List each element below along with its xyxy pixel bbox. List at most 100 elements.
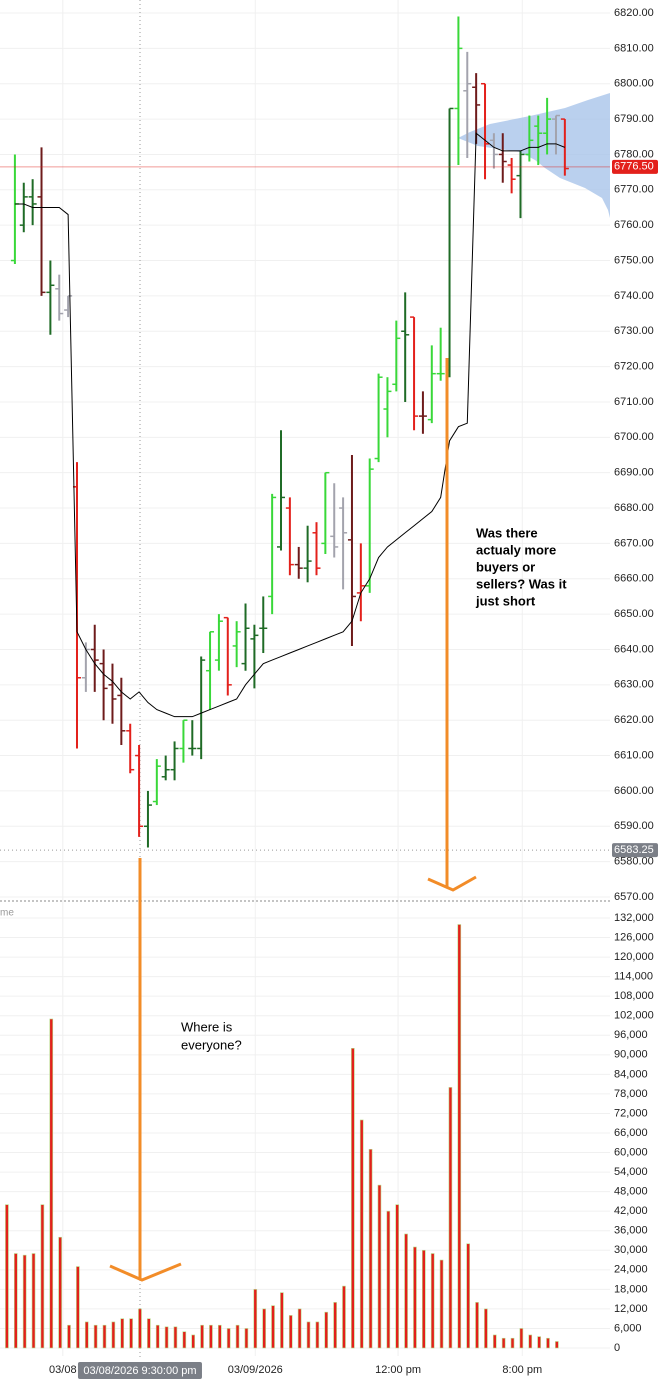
x-tick-label: 03/09/2026 [228,1364,283,1376]
volume-bar [40,1204,45,1349]
y-tick-label: 60,000 [614,1146,648,1158]
annotation: just short [475,593,536,608]
y-tick-label: 6820.00 [614,7,654,19]
annotation: actualy more [476,542,556,557]
volume-bar [200,1324,204,1349]
volume-bar [182,1331,187,1349]
volume-bar [218,1324,222,1349]
y-tick-label: 6580.00 [614,856,654,868]
volume-bar [546,1337,550,1349]
volume-bar [147,1318,151,1349]
volume-bar [439,1259,444,1349]
y-tick-label: 18,000 [614,1283,648,1295]
plot-layer [0,16,610,1349]
y-tick-label: 6720.00 [614,361,654,373]
volume-bar [404,1233,408,1349]
annotation: buyers or [476,559,535,574]
volume-bar [120,1318,125,1349]
volume-bar [191,1334,195,1349]
y-tick-label: 84,000 [614,1068,648,1080]
volume-bar [209,1324,213,1349]
volume-bar [342,1285,346,1349]
crosshair-price-label: 6583.25 [614,844,654,856]
volume-bar [138,1308,142,1349]
y-tick-label: 36,000 [614,1225,648,1237]
volume-bar [306,1321,311,1349]
y-tick-label: 120,000 [614,951,654,963]
arrows [109,358,477,1282]
crosshair-time-box [77,1362,202,1379]
y-tick-label: 6800.00 [614,78,654,90]
y-tick-label: 90,000 [614,1049,648,1061]
volume-bar [510,1337,515,1349]
average-line [14,132,566,718]
volume-bar [111,1321,116,1349]
x-tick-label: 03/08 [49,1364,77,1376]
y-tick-label: 6610.00 [614,749,654,761]
volume-bar [13,1253,18,1349]
volume-bar [430,1253,435,1349]
volume-bar [164,1326,169,1349]
y-tick-label: 114,000 [614,971,653,983]
crosshair-time-label: 03/08/2026 9:30:00 pm [83,1365,196,1377]
x-tick-label: 8:00 pm [502,1364,542,1376]
volume-bar [315,1321,320,1349]
annotation: sellers? Was it [476,576,567,591]
y-tick-label: 6680.00 [614,502,654,514]
label-layer: 6570.00 6580.00 6590.00 6600.00 6610.00 6620.… [0,7,658,1379]
y-tick-label: 24,000 [614,1264,648,1276]
y-tick-label: 102,000 [614,1010,654,1022]
y-tick-label: 6760.00 [614,219,654,231]
volume-bar [324,1311,329,1349]
volume-bar [475,1302,479,1349]
volume-bar [528,1334,533,1349]
volume-bar [173,1326,178,1349]
last-price-box [612,159,658,174]
annotation: everyone? [181,1037,242,1052]
volume-bar [492,1334,497,1349]
volume-bar [377,1184,382,1349]
volume-bar [262,1308,266,1349]
volume-bar [93,1324,98,1349]
last-price-label: 6776.50 [614,161,654,173]
y-tick-label: 72,000 [614,1107,648,1119]
y-tick-label: 6640.00 [614,643,654,655]
volume-bar [67,1324,71,1349]
y-tick-label: 6730.00 [614,325,654,337]
y-tick-label: 6690.00 [614,467,654,479]
volume-bar [466,1243,470,1349]
grid-layer [0,0,610,1356]
volume-bar [235,1324,240,1349]
y-tick-label: 108,000 [614,990,654,1002]
volume-bar [5,1204,9,1349]
x-tick-label: 12:00 pm [375,1364,421,1376]
y-tick-label: 6630.00 [614,679,654,691]
y-tick-label: 132,000 [614,912,654,924]
volume-bar [395,1204,400,1349]
y-tick-label: 0 [614,1342,620,1354]
y-tick-label: 6700.00 [614,431,654,443]
y-tick-label: 6660.00 [614,573,654,585]
volume-bar [271,1305,275,1349]
volume-bar [519,1328,524,1349]
volume-bar [84,1321,89,1349]
y-tick-label: 6780.00 [614,148,654,160]
volume-bar [501,1337,506,1349]
annotation: Where is [181,1019,233,1034]
volume-bar [129,1318,133,1349]
y-tick-label: 54,000 [614,1166,648,1178]
volume-bar [102,1324,107,1349]
y-tick-label: 6750.00 [614,254,654,266]
y-tick-label: 96,000 [614,1029,648,1041]
y-tick-label: 6770.00 [614,184,654,196]
volume-bar [22,1254,27,1349]
volume-bar [368,1148,373,1349]
y-tick-label: 12,000 [614,1303,648,1315]
volume-bar [253,1289,258,1349]
y-tick-label: 6810.00 [614,42,654,54]
volume-bar [244,1328,249,1349]
y-tick-label: 126,000 [614,931,654,943]
volume-bar [226,1328,231,1349]
y-tick-label: 6710.00 [614,396,654,408]
volume-bar [333,1302,337,1349]
